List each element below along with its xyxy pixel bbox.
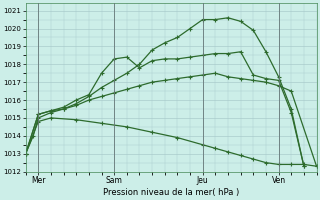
X-axis label: Pression niveau de la mer( hPa ): Pression niveau de la mer( hPa ) <box>103 188 239 197</box>
